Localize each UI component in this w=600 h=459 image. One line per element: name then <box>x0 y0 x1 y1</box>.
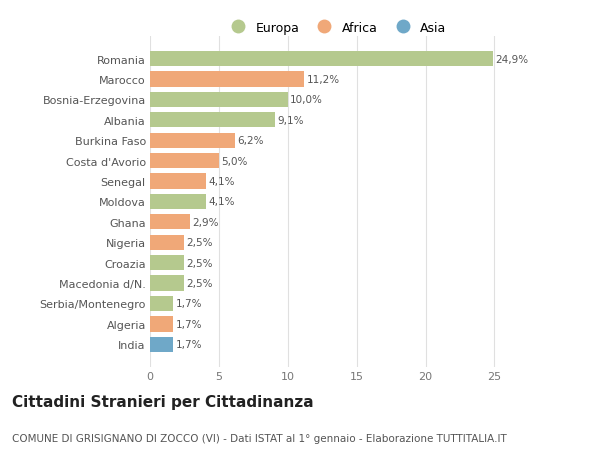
Bar <box>150 133 235 149</box>
Bar <box>150 92 288 108</box>
Text: 1,7%: 1,7% <box>175 299 202 309</box>
Text: 11,2%: 11,2% <box>307 75 340 85</box>
Bar <box>150 296 173 312</box>
Bar <box>150 52 493 67</box>
Bar <box>150 215 190 230</box>
Text: COMUNE DI GRISIGNANO DI ZOCCO (VI) - Dati ISTAT al 1° gennaio - Elaborazione TUT: COMUNE DI GRISIGNANO DI ZOCCO (VI) - Dat… <box>12 433 507 442</box>
Bar <box>150 72 304 87</box>
Text: 2,5%: 2,5% <box>187 258 213 268</box>
Bar <box>150 113 275 128</box>
Text: Cittadini Stranieri per Cittadinanza: Cittadini Stranieri per Cittadinanza <box>12 394 314 409</box>
Text: 2,9%: 2,9% <box>192 218 218 227</box>
Text: 24,9%: 24,9% <box>495 54 528 64</box>
Text: 10,0%: 10,0% <box>290 95 323 105</box>
Bar <box>150 317 173 332</box>
Bar <box>150 194 206 210</box>
Text: 4,1%: 4,1% <box>209 177 235 186</box>
Text: 9,1%: 9,1% <box>277 116 304 125</box>
Text: 1,7%: 1,7% <box>175 340 202 350</box>
Bar <box>150 276 184 291</box>
Text: 2,5%: 2,5% <box>187 279 213 288</box>
Text: 1,7%: 1,7% <box>175 319 202 329</box>
Bar <box>150 154 219 169</box>
Text: 2,5%: 2,5% <box>187 238 213 248</box>
Bar <box>150 174 206 189</box>
Text: 5,0%: 5,0% <box>221 156 247 166</box>
Bar <box>150 337 173 352</box>
Text: 4,1%: 4,1% <box>209 197 235 207</box>
Text: 6,2%: 6,2% <box>238 136 264 146</box>
Bar <box>150 235 184 250</box>
Bar <box>150 255 184 271</box>
Legend: Europa, Africa, Asia: Europa, Africa, Asia <box>221 17 452 39</box>
